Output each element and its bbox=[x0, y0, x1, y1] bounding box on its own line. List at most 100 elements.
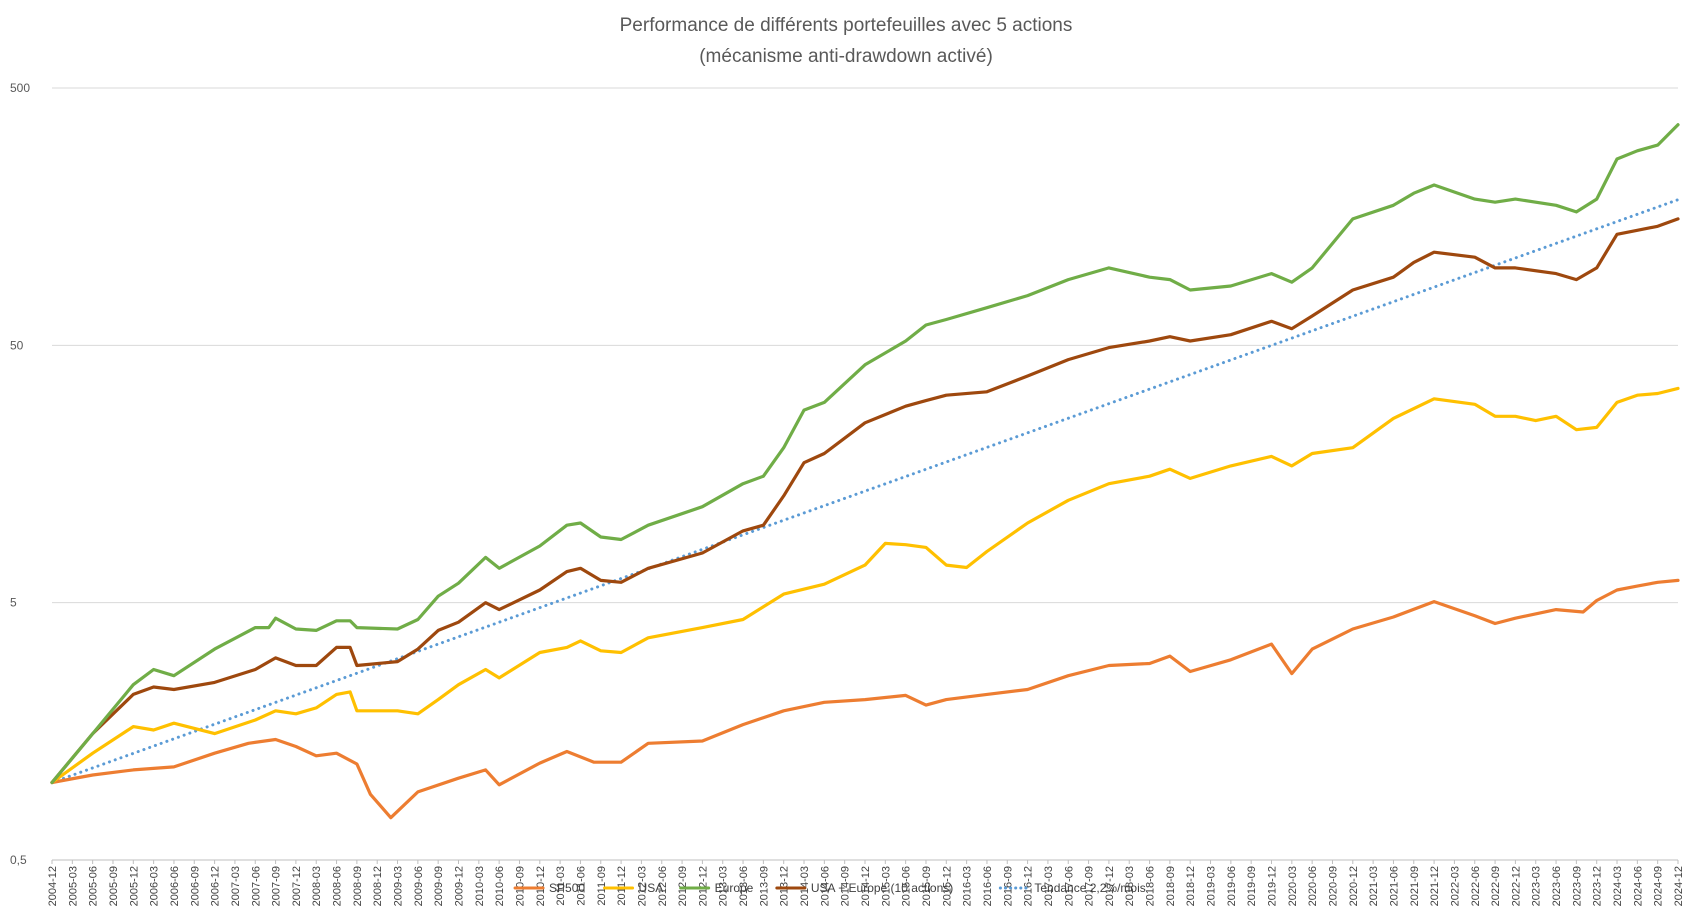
grid bbox=[52, 87, 1678, 861]
x-tick-label: 2006-09 bbox=[189, 866, 201, 906]
x-tick-label: 2012-12 bbox=[697, 866, 709, 906]
x-tick-label: 2024-06 bbox=[1632, 866, 1644, 906]
legend-label: Europe bbox=[715, 881, 754, 895]
x-tick-label: 2022-12 bbox=[1510, 866, 1522, 906]
x-tick-label: 2018-12 bbox=[1185, 866, 1197, 906]
x-tick-label: 2009-03 bbox=[393, 866, 405, 906]
x-tick-label: 2021-03 bbox=[1368, 866, 1380, 906]
x-tick-label: 2017-09 bbox=[1084, 866, 1096, 906]
x-tick-label: 2009-06 bbox=[413, 866, 425, 906]
x-tick-label: 2014-09 bbox=[840, 866, 852, 906]
x-tick-label: 2016-03 bbox=[962, 866, 974, 906]
legend-label: Tendance 2,2%/mois bbox=[1034, 881, 1145, 895]
x-tick-label: 2017-03 bbox=[1043, 866, 1055, 906]
chart-title: Performance de différents portefeuilles … bbox=[620, 15, 1073, 36]
x-tick-label: 2023-09 bbox=[1571, 866, 1583, 906]
x-tick-label: 2006-03 bbox=[149, 866, 161, 906]
y-axis-tick-labels: 500 50 5 0,5 bbox=[10, 81, 30, 867]
x-tick-label: 2012-06 bbox=[657, 866, 669, 906]
x-tick-label: 2011-09 bbox=[596, 866, 608, 906]
legend-label: USA bbox=[639, 881, 664, 895]
x-tick-label: 2010-06 bbox=[494, 866, 506, 906]
x-tick-label: 2007-12 bbox=[291, 866, 303, 906]
x-tick-label: 2018-06 bbox=[1145, 866, 1157, 906]
x-tick-label: 2020-09 bbox=[1327, 866, 1339, 906]
x-tick-label: 2013-09 bbox=[758, 866, 770, 906]
x-tick-label: 2021-06 bbox=[1388, 866, 1400, 906]
x-tick-label: 2024-12 bbox=[1673, 866, 1685, 906]
x-tick-label: 2007-09 bbox=[271, 866, 283, 906]
x-tick-label: 2019-03 bbox=[1206, 866, 1218, 906]
series-line-tendance-2-2-mois bbox=[50, 198, 1680, 784]
x-tick-label: 2005-09 bbox=[108, 866, 120, 906]
x-tick-label: 2011-03 bbox=[555, 866, 567, 906]
x-tick-label: 2013-06 bbox=[738, 866, 750, 906]
x-tick-label: 2016-12 bbox=[1023, 866, 1035, 906]
legend-label: USA + Europe (10 actions) bbox=[811, 881, 953, 895]
x-tick-label: 2013-03 bbox=[718, 866, 730, 906]
legend: SP500 USA Europe USA + Europe (10 actions) T… bbox=[513, 881, 1146, 895]
x-tick-label: 2011-06 bbox=[575, 866, 587, 906]
x-tick-label: 2023-12 bbox=[1592, 866, 1604, 906]
x-tick-label: 2019-12 bbox=[1267, 866, 1279, 906]
x-tick-label: 2011-12 bbox=[616, 866, 628, 906]
x-tick-label: 2018-09 bbox=[1165, 866, 1177, 906]
x-tick-label: 2005-03 bbox=[67, 866, 79, 906]
x-tick-label: 2007-03 bbox=[230, 866, 242, 906]
x-tick-label: 2016-09 bbox=[1002, 866, 1014, 906]
x-tick-label: 2017-12 bbox=[1104, 866, 1116, 906]
y-tick-label: 500 bbox=[10, 81, 30, 95]
x-tick-label: 2006-12 bbox=[210, 866, 222, 906]
x-tick-label: 2017-06 bbox=[1063, 866, 1075, 906]
series-line-usa bbox=[50, 386, 1680, 785]
x-tick-label: 2022-06 bbox=[1470, 866, 1482, 906]
x-tick-label: 2024-03 bbox=[1612, 866, 1624, 906]
x-tick-label: 2015-03 bbox=[880, 866, 892, 906]
plot-area bbox=[50, 123, 1680, 820]
x-tick-label: 2006-06 bbox=[169, 866, 181, 906]
y-tick-label: 50 bbox=[10, 338, 24, 352]
x-tick-label: 2008-06 bbox=[332, 866, 344, 906]
x-tick-label: 2019-09 bbox=[1246, 866, 1258, 906]
y-tick-label: 5 bbox=[10, 596, 17, 610]
x-tick-label: 2023-06 bbox=[1551, 866, 1563, 906]
x-axis-tick-labels: 2004-12 2005-03 2005-06 2005-09 2005-12 2006-… bbox=[47, 860, 1685, 906]
x-tick-label: 2004-12 bbox=[47, 866, 59, 906]
x-tick-label: 2008-09 bbox=[352, 866, 364, 906]
x-tick-label: 2020-06 bbox=[1307, 866, 1319, 906]
x-tick-label: 2015-12 bbox=[941, 866, 953, 906]
x-tick-label: 2023-03 bbox=[1531, 866, 1543, 906]
x-tick-label: 2005-06 bbox=[88, 866, 100, 906]
x-tick-label: 2022-03 bbox=[1449, 866, 1461, 906]
x-tick-label: 2024-09 bbox=[1653, 866, 1665, 906]
x-tick-label: 2012-03 bbox=[636, 866, 648, 906]
x-tick-label: 2021-09 bbox=[1409, 866, 1421, 906]
x-tick-label: 2013-12 bbox=[779, 866, 791, 906]
x-tick-label: 2016-06 bbox=[982, 866, 994, 906]
x-tick-label: 2020-03 bbox=[1287, 866, 1299, 906]
x-tick-label: 2018-03 bbox=[1124, 866, 1136, 906]
x-tick-label: 2019-06 bbox=[1226, 866, 1238, 906]
x-tick-label: 2014-12 bbox=[860, 866, 872, 906]
x-tick-label: 2014-03 bbox=[799, 866, 811, 906]
legend-label: SP500 bbox=[549, 881, 585, 895]
x-tick-label: 2015-09 bbox=[921, 866, 933, 906]
x-tick-label: 2009-12 bbox=[454, 866, 466, 906]
x-tick-label: 2009-09 bbox=[433, 866, 445, 906]
x-tick-label: 2010-03 bbox=[474, 866, 486, 906]
x-tick-label: 2008-03 bbox=[311, 866, 323, 906]
x-tick-label: 2010-09 bbox=[514, 866, 526, 906]
x-tick-label: 2010-12 bbox=[535, 866, 547, 906]
x-tick-label: 2022-09 bbox=[1490, 866, 1502, 906]
x-tick-label: 2008-12 bbox=[372, 866, 384, 906]
x-tick-label: 2012-09 bbox=[677, 866, 689, 906]
chart-subtitle: (mécanisme anti-drawdown activé) bbox=[699, 46, 993, 67]
x-tick-label: 2020-12 bbox=[1348, 866, 1360, 906]
y-tick-label: 0,5 bbox=[10, 853, 27, 867]
x-tick-label: 2005-12 bbox=[128, 866, 140, 906]
x-tick-label: 2021-12 bbox=[1429, 866, 1441, 906]
series-line-sp500 bbox=[50, 578, 1680, 820]
series-line-europe bbox=[50, 123, 1680, 785]
